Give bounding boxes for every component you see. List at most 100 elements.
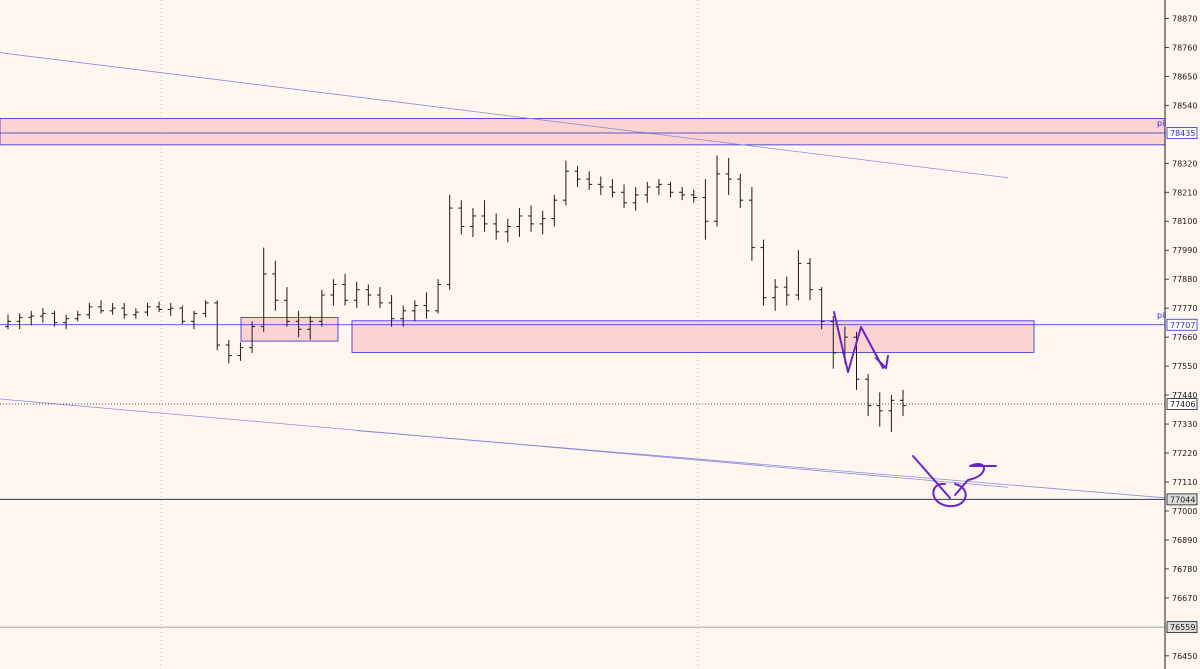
ohlc-bar: [702, 179, 709, 240]
price-tag-label: 77707: [1170, 321, 1195, 330]
ohlc-bar: [190, 310, 197, 330]
ohlc-bar: [342, 273, 349, 306]
rebound-scribble-drawing: [912, 455, 997, 508]
ohlc-bar: [562, 160, 569, 206]
ohlc-bar: [179, 305, 186, 324]
drawing-layer: [833, 311, 997, 508]
ohlc-bar: [807, 258, 814, 301]
ohlc-bar: [237, 342, 244, 361]
y-tick-label: 78870: [1172, 14, 1197, 23]
ohlc-bar: [830, 316, 837, 369]
y-tick-label: 76780: [1172, 565, 1197, 574]
ohlc-bar: [818, 287, 825, 330]
y-tick-label: 77880: [1172, 275, 1197, 284]
ohlc-bar: [109, 302, 116, 315]
ohlc-bar: [888, 395, 895, 432]
price-axis-background: [1165, 0, 1200, 669]
ohlc-bar: [260, 247, 267, 332]
ohlc-bar: [411, 300, 418, 322]
ohlc-bar: [504, 218, 511, 243]
ohlc-bar: [795, 250, 802, 301]
price-tag: 77044: [1166, 493, 1198, 506]
price-axis[interactable]: 78870 78760 78650 78540 78320 78210 78100 77990…: [1157, 0, 1200, 669]
ohlc-bar: [225, 339, 232, 364]
ohlc-bar: [144, 302, 151, 317]
ohlc-bar: [876, 392, 883, 427]
ohlc-bar: [121, 302, 128, 319]
y-tick-label: 78650: [1172, 72, 1197, 81]
ohlc-bar: [900, 389, 906, 417]
y-tick-label: 76450: [1172, 652, 1197, 661]
ohlc-bar: [667, 181, 674, 198]
ohlc-bar: [97, 300, 104, 314]
y-tick-label: 77220: [1172, 449, 1197, 458]
ohlc-bar: [39, 308, 46, 323]
y-tick-label: 77770: [1172, 304, 1197, 313]
ohlc-bar: [74, 310, 81, 322]
ohlc-bar: [865, 374, 872, 417]
ohlc-bar: [458, 200, 465, 235]
price-tag-box: [1166, 493, 1198, 506]
ohlc-bar: [446, 194, 453, 290]
supply-demand-zone: [0, 118, 1166, 146]
y-tick-label: 78540: [1172, 101, 1197, 110]
ohlc-bar: [272, 260, 279, 311]
trendline: [355, 430, 1166, 499]
ohlc-bar: [609, 179, 616, 198]
ohlc-bar: [5, 314, 11, 330]
ohlc-bar: [551, 194, 558, 227]
price-tag-box: [1166, 127, 1198, 139]
ohlc-bar: [469, 208, 476, 238]
ohlc-bar: [655, 179, 662, 195]
price-tag-label: 77044: [1170, 495, 1195, 504]
ohlc-bar: [714, 155, 721, 227]
price-tag: 76559: [1166, 621, 1198, 634]
ohlc-bar: [737, 173, 744, 209]
ohlc-bar: [365, 284, 372, 306]
ohlc-bar: [586, 171, 593, 190]
ohlc-bar: [597, 176, 604, 195]
ohlc-bar: [760, 239, 767, 306]
ohlc-bar: [493, 213, 500, 240]
zone-layer: [0, 118, 1166, 353]
ohlc-bar: [400, 305, 407, 327]
ohlc-bar: [156, 301, 163, 313]
y-tick-label: 77550: [1172, 362, 1197, 371]
y-tick-label: 78210: [1172, 188, 1197, 197]
supply-demand-zone: [240, 316, 339, 342]
ohlc-bar: [725, 158, 732, 195]
ohlc-bar: [307, 316, 314, 340]
candle-layer: [5, 155, 906, 432]
y-tick-label: 77440: [1172, 391, 1197, 400]
y-tick-label: 78100: [1172, 217, 1197, 226]
ohlc-bar: [783, 276, 790, 306]
ohlc-bar: [318, 289, 325, 327]
price-tag-box: [1166, 318, 1198, 331]
ohlc-bar: [132, 308, 139, 319]
y-tick-label: 76890: [1172, 536, 1197, 545]
y-tick-label: 77110: [1172, 478, 1197, 487]
ohlc-bar: [63, 314, 70, 330]
ohlc-bar: [679, 187, 686, 201]
ohlc-bar: [249, 321, 256, 353]
price-tag-box: [1166, 621, 1198, 634]
y-tick-label: 76670: [1172, 594, 1197, 603]
price-tag-box: [1166, 398, 1198, 410]
ohlc-bar: [644, 181, 651, 203]
ohlc-bar: [539, 210, 546, 235]
ohlc-bar: [516, 208, 523, 238]
y-tick-label: 77330: [1172, 420, 1197, 429]
horizontal-line-layer: [0, 132, 1165, 628]
ohlc-bar: [283, 287, 290, 327]
ohlc-bar: [528, 205, 535, 232]
ohlc-bar: [214, 300, 221, 351]
ohlc-bar: [16, 313, 23, 330]
ohlc-bar: [353, 281, 360, 309]
ohlc-bar: [28, 310, 35, 326]
ohlc-bar: [51, 310, 58, 327]
price-tag-label: 77406: [1170, 400, 1195, 409]
